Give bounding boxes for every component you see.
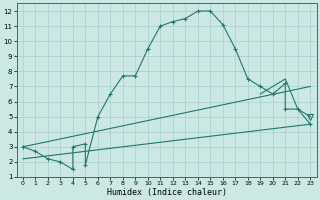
- X-axis label: Humidex (Indice chaleur): Humidex (Indice chaleur): [107, 188, 227, 197]
